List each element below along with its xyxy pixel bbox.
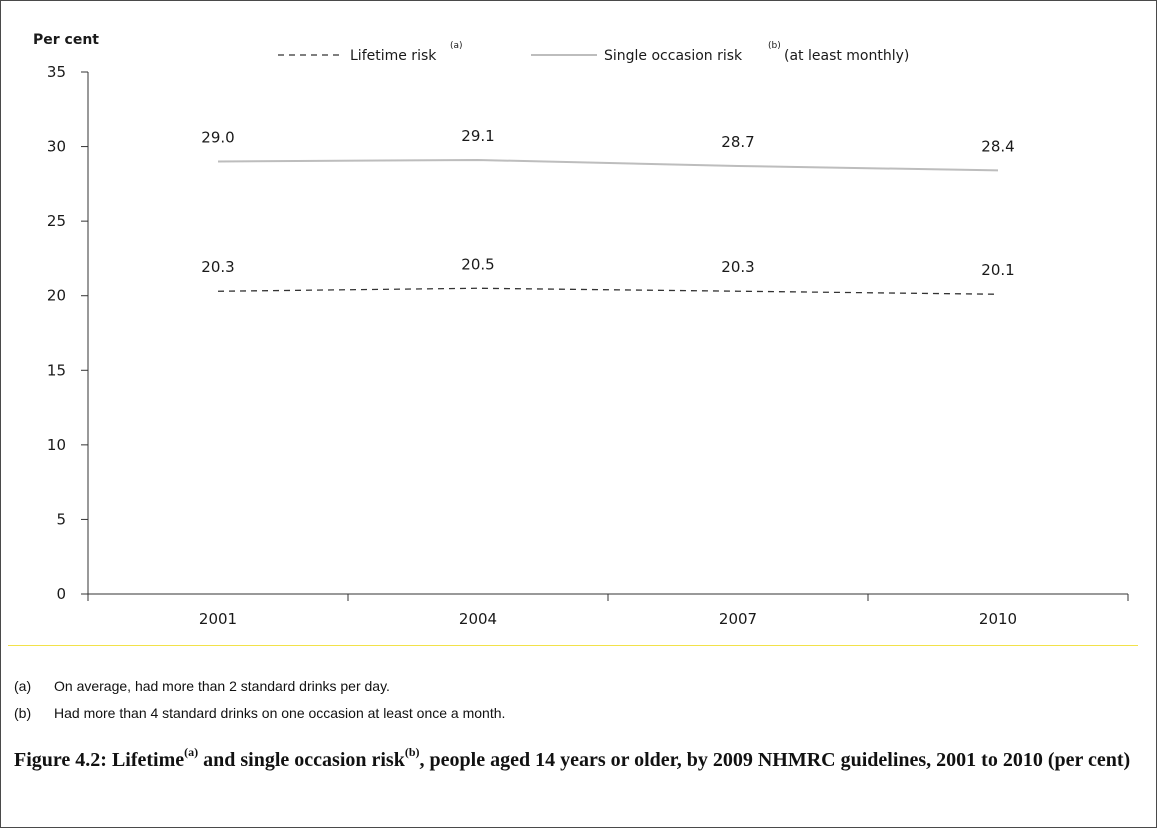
footnote-text: Had more than 4 standard drinks on one o… xyxy=(54,705,506,721)
caption-part: , people aged 14 years or older, by 2009… xyxy=(419,749,1131,771)
footnote-text: On average, had more than 2 standard dri… xyxy=(54,678,390,694)
legend-superscript: (b) xyxy=(768,41,781,51)
data-labels: 20.3 20.5 20.3 20.1 29.0 29.1 28.7 28.4 xyxy=(201,127,1014,279)
x-axis-ticks: 2001 2004 2007 2010 xyxy=(87,594,1129,628)
footnotes: (a) On average, had more than 2 standard… xyxy=(14,678,1134,732)
footnote-a: (a) On average, had more than 2 standard… xyxy=(14,678,1134,705)
data-label: 20.3 xyxy=(721,258,754,276)
data-label: 20.3 xyxy=(201,258,234,276)
figure-caption: Figure 4.2: Lifetime(a) and single occas… xyxy=(14,746,1134,774)
caption-sup: (b) xyxy=(404,745,420,760)
y-axis-label: Per cent xyxy=(33,32,99,48)
y-tick-label: 0 xyxy=(56,585,66,603)
line-chart: 0 5 10 15 20 25 30 35 2001 2004 2007 2010 20.3 20.5… xyxy=(33,32,1129,628)
caption-part: Figure 4.2: Lifetime xyxy=(14,749,185,771)
legend-label-single-occasion-risk: Single occasion risk xyxy=(604,48,743,64)
data-label: 20.1 xyxy=(981,261,1014,279)
caption-sup: (a) xyxy=(184,745,199,760)
separator-rule xyxy=(8,645,1138,646)
y-tick-label: 35 xyxy=(47,63,66,81)
series-lines xyxy=(217,158,999,295)
data-label: 29.1 xyxy=(461,127,494,145)
x-tick-label: 2004 xyxy=(459,610,497,628)
y-tick-label: 30 xyxy=(47,138,66,156)
x-tick-label: 2001 xyxy=(199,610,237,628)
y-tick-label: 5 xyxy=(56,510,66,528)
legend-label-lifetime-risk: Lifetime risk xyxy=(350,48,437,64)
x-tick-label: 2010 xyxy=(979,610,1017,628)
x-tick-label: 2007 xyxy=(719,610,757,628)
data-label: 29.0 xyxy=(201,128,234,146)
legend-superscript: (a) xyxy=(450,41,463,51)
y-tick-label: 15 xyxy=(47,361,66,379)
chart-legend: Lifetime risk (a) Single occasion risk (b)(… xyxy=(278,41,909,64)
caption-part: and single occasion risk xyxy=(198,749,405,771)
footnote-key: (b) xyxy=(14,705,32,721)
series-line-single-occasion-risk xyxy=(217,158,999,172)
data-label: 28.4 xyxy=(981,137,1014,155)
data-label: 28.7 xyxy=(721,133,754,151)
y-tick-label: 25 xyxy=(47,212,66,230)
data-label: 20.5 xyxy=(461,255,494,273)
footnote-key: (a) xyxy=(14,678,32,694)
series-line-lifetime-risk xyxy=(217,287,999,295)
y-tick-label: 20 xyxy=(47,287,66,305)
y-axis-ticks: 0 5 10 15 20 25 30 35 xyxy=(47,63,88,603)
footnote-b: (b) Had more than 4 standard drinks on o… xyxy=(14,705,1134,732)
chart-axes xyxy=(87,72,1128,595)
legend-label-suffix: (at least monthly) xyxy=(784,48,909,64)
y-tick-label: 10 xyxy=(47,436,66,454)
